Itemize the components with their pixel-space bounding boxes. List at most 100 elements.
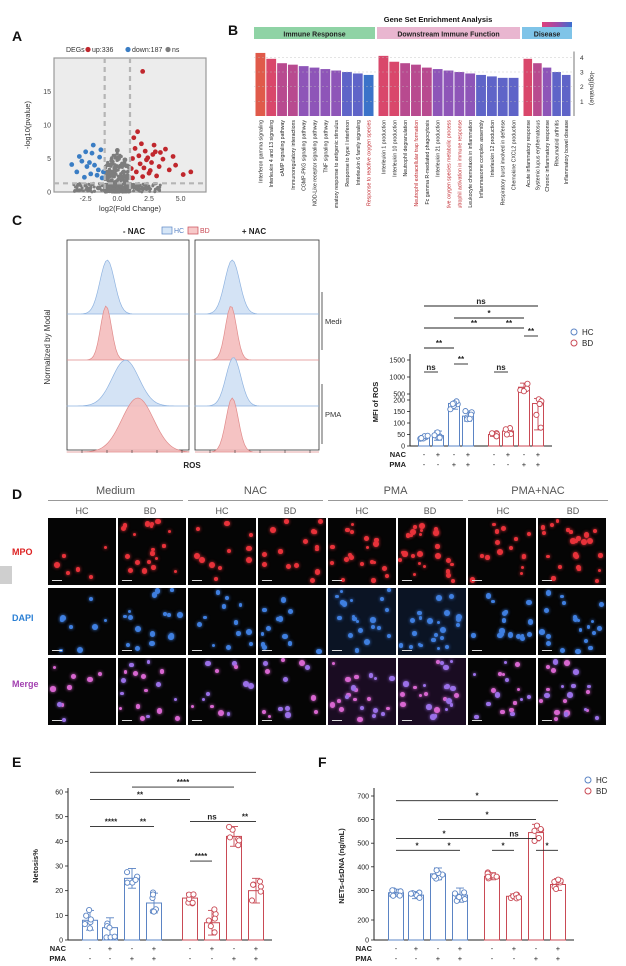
nac-sign: + [254, 944, 259, 953]
cell-nucleus [480, 554, 484, 558]
data-bar [518, 386, 530, 447]
cell-nucleus [339, 707, 344, 712]
data-point [493, 433, 500, 440]
data-point [87, 916, 94, 923]
cell-nucleus [599, 602, 604, 608]
group-label-bd: BD [283, 506, 297, 516]
cell-nucleus [354, 688, 358, 692]
nac-sign: + [436, 450, 441, 459]
cell-nucleus [236, 631, 241, 637]
cell-nucleus [591, 631, 596, 635]
cell-nucleus [134, 626, 141, 633]
data-point [190, 891, 197, 898]
micrograph-tile [188, 588, 256, 655]
cell-nucleus [346, 692, 351, 697]
cell-nucleus [315, 569, 321, 575]
microscopy-image-grid [48, 518, 608, 725]
cell-nucleus [67, 685, 72, 690]
x-axis-label: ROS [183, 461, 201, 470]
enrichment-bar [497, 77, 508, 116]
cell-nucleus [205, 660, 211, 667]
cell-nucleus [563, 698, 568, 703]
cell-nucleus [340, 577, 345, 583]
cell-nucleus [430, 714, 436, 720]
cell-nucleus [514, 537, 518, 541]
cell-nucleus [501, 618, 507, 624]
y-tick-label: 40 [55, 839, 63, 846]
legend-entry: up:336 [92, 47, 114, 54]
data-point [424, 432, 431, 439]
volcano-point-ns [106, 169, 111, 175]
cell-nucleus [485, 555, 490, 560]
cell-nucleus [358, 628, 364, 634]
category-label: Interleukin 4 and 13 signaling [269, 120, 275, 188]
cell-nucleus [310, 695, 317, 701]
cell-nucleus [560, 685, 564, 689]
nac-sign: + [210, 944, 215, 953]
cell-nucleus [564, 660, 571, 666]
cell-nucleus [315, 545, 320, 549]
cell-nucleus [551, 667, 556, 673]
volcano-point-ns [140, 185, 144, 189]
significance-label: ns [476, 298, 486, 306]
data-point [502, 426, 509, 433]
nac-sign: - [491, 944, 494, 953]
volcano-point-up [151, 142, 157, 148]
nac-sign: - [535, 944, 538, 953]
group-label-bd: BD [423, 506, 437, 516]
pma-sign: + [152, 954, 157, 962]
cell-nucleus [260, 632, 265, 636]
cell-nucleus [167, 613, 171, 617]
cell-nucleus [261, 710, 266, 715]
cell-nucleus [190, 704, 194, 709]
volcano-point-up [131, 135, 137, 141]
category-label: Inflammasome complex assembly [479, 120, 485, 199]
data-bar [226, 835, 242, 941]
cell-nucleus [123, 615, 127, 619]
cell-nucleus [578, 628, 582, 632]
data-point [493, 873, 500, 880]
cell-nucleus [371, 578, 376, 583]
volcano-point-down [87, 160, 92, 165]
cell-nucleus [576, 536, 582, 541]
cell-nucleus [516, 687, 520, 692]
cell-nucleus [348, 555, 354, 561]
volcano-point-down [69, 162, 75, 167]
cell-nucleus [546, 664, 551, 670]
cell-nucleus [364, 536, 370, 542]
volcano-point-ns [92, 189, 96, 193]
nac-sign: + [506, 450, 511, 459]
data-point [390, 892, 397, 899]
y-tick-label: 1 [580, 99, 584, 106]
netosis-chart: 0102030405060Netosis%--+--+++--+--+++NAC… [31, 770, 272, 962]
cell-nucleus [499, 628, 505, 634]
cell-nucleus [162, 611, 167, 616]
cell-nucleus [249, 641, 254, 646]
data-point [111, 933, 118, 940]
volcano-point-ns [125, 173, 130, 179]
legend-marker [125, 46, 131, 53]
cell-nucleus [260, 642, 266, 648]
cell-nucleus [566, 528, 570, 532]
panel-letter-d: D [12, 486, 23, 502]
volcano-point-ns [114, 186, 120, 192]
category-label: Neutrophil extracellular trap formation [414, 120, 420, 207]
cell-nucleus [526, 694, 532, 700]
significance-label: ** [137, 790, 144, 799]
cell-nucleus [498, 672, 502, 677]
cell-nucleus [501, 610, 507, 616]
category-label: Interleukin 10 production [392, 120, 398, 177]
cell-nucleus [413, 525, 417, 529]
cell-nucleus [345, 527, 350, 533]
cell-nucleus [347, 632, 353, 638]
cell-nucleus [285, 563, 292, 570]
panel-letter-a: A [12, 28, 23, 44]
pma-sign: - [507, 460, 510, 469]
cell-nucleus [542, 530, 547, 535]
enrichment-bar [508, 77, 519, 116]
cell-nucleus [335, 594, 339, 599]
cell-nucleus [60, 615, 67, 622]
y-tick-label: 5 [47, 156, 51, 163]
data-point [211, 915, 218, 922]
volcano-plot: DEGs up:336 down:187 ns -2.5 0.0 2.5 5.0 0 5 10 15 l… [23, 46, 207, 213]
